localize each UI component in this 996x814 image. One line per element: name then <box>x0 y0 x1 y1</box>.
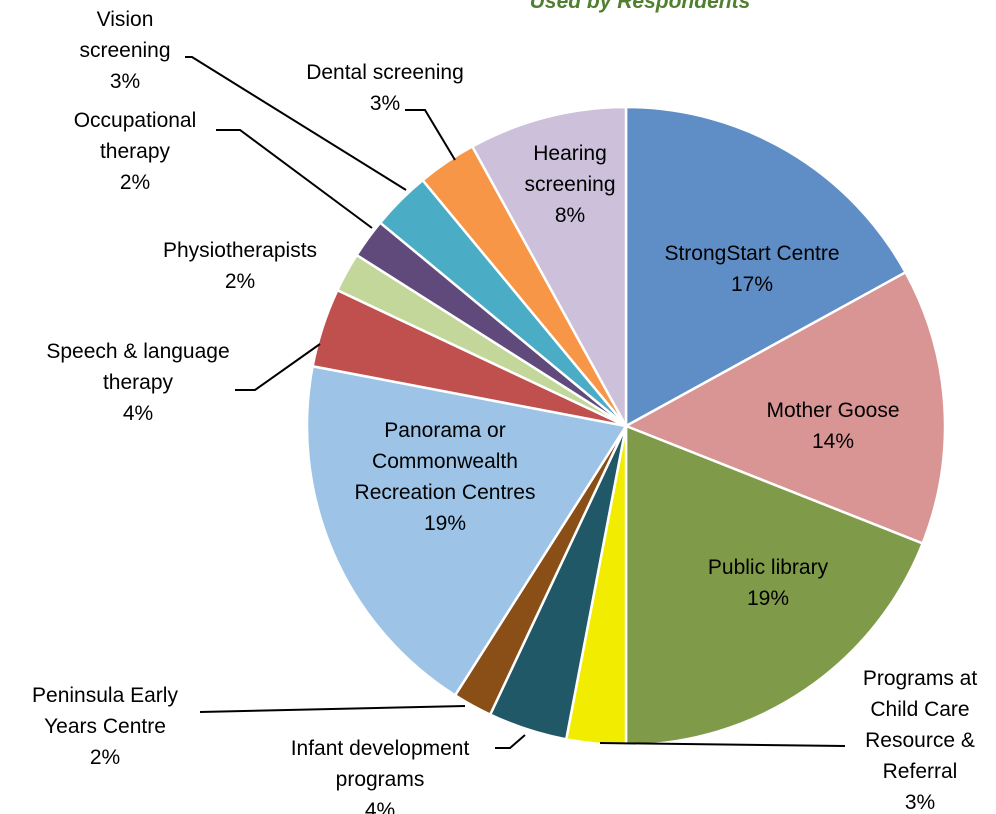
category-label: Mother Goose <box>766 399 900 422</box>
pie-slice <box>624 105 908 429</box>
value-label: 8% <box>554 204 586 227</box>
slice-label: StrongStart Centre 17% <box>632 238 872 300</box>
pie-slice <box>470 105 628 427</box>
category-label: Physiotherapists <box>162 239 318 262</box>
leader-line <box>599 742 846 747</box>
leader-line <box>199 705 466 713</box>
value-label: 4% <box>122 402 154 425</box>
value-label: 19% <box>746 587 790 610</box>
value-label: 3% <box>369 92 401 115</box>
pie-slice <box>623 270 947 546</box>
category-label: Occupational therapy <box>73 109 197 163</box>
value-label: 14% <box>811 430 855 453</box>
slice-label: Peninsula Early Years Centre 2% <box>10 680 200 773</box>
slice-label: Dental screening 3% <box>275 57 495 119</box>
category-label: Vision screening <box>79 8 171 62</box>
slice-label: Occupational therapy 2% <box>60 105 210 198</box>
category-label: Hearing screening <box>524 142 616 196</box>
leader-line <box>235 343 321 391</box>
pie-slice <box>305 364 629 698</box>
slices <box>305 105 947 747</box>
category-label: Speech & language therapy <box>46 340 230 394</box>
category-label: Infant development programs <box>290 737 470 791</box>
value-label: 4% <box>364 799 396 814</box>
slice-label: Hearing screening 8% <box>510 138 630 231</box>
leader-lines <box>185 56 846 749</box>
value-label: 3% <box>904 791 936 814</box>
category-label: StrongStart Centre <box>664 242 840 265</box>
slice-label: Infant development programs 4% <box>260 733 500 814</box>
category-label: Dental screening <box>306 61 464 84</box>
category-label: Panorama or Commonwealth Recreation Cent… <box>354 419 536 504</box>
leader-line <box>405 109 456 161</box>
leader-line <box>495 734 526 749</box>
slice-label: Physiotherapists 2% <box>130 235 350 297</box>
value-label: 2% <box>89 746 121 769</box>
leader-line <box>185 56 407 191</box>
category-label: Public library <box>707 556 829 579</box>
slice-label: Vision screening 3% <box>70 4 180 97</box>
category-label: Programs at Child Care Resource & Referr… <box>862 667 978 783</box>
slice-label: Public library 19% <box>668 552 868 614</box>
value-label: 19% <box>423 512 467 535</box>
slice-label: Speech & language therapy 4% <box>18 336 258 429</box>
chart-title: Used by Respondents <box>529 0 751 13</box>
value-label: 2% <box>224 270 256 293</box>
category-label: Peninsula Early Years Centre <box>32 684 178 738</box>
value-label: 17% <box>730 273 774 296</box>
value-label: 3% <box>109 70 141 93</box>
leader-line <box>216 129 373 229</box>
value-label: 2% <box>119 171 151 194</box>
slice-label: Programs at Child Care Resource & Referr… <box>845 663 995 814</box>
slice-label: Mother Goose 14% <box>753 395 913 457</box>
slice-label: Panorama or Commonwealth Recreation Cent… <box>345 415 545 539</box>
pie-slice <box>624 424 925 747</box>
